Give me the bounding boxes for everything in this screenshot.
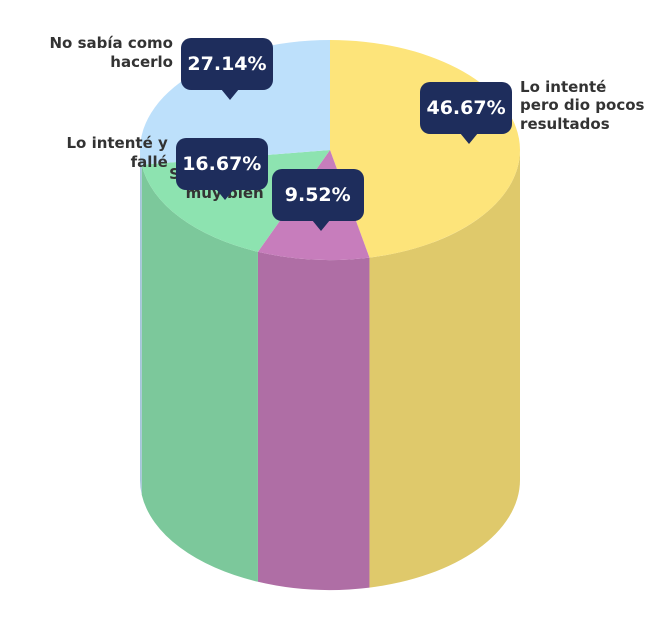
slice-side — [369, 150, 520, 588]
category-label: Lo intenté pero dio pocos resultados — [520, 77, 645, 134]
slice-side — [140, 150, 142, 495]
value-callout: 16.67% — [175, 138, 268, 201]
slice-top — [140, 40, 330, 165]
value-callout: 9.52% — [271, 168, 364, 231]
category-label: No sabía como hacerlo — [49, 33, 173, 71]
slice-side — [141, 164, 258, 582]
value-callout: 46.67% — [420, 81, 513, 144]
category-label: Lo intenté y fallé — [66, 134, 168, 172]
slice-side — [257, 251, 370, 590]
value-callout: 27.14% — [180, 37, 273, 100]
